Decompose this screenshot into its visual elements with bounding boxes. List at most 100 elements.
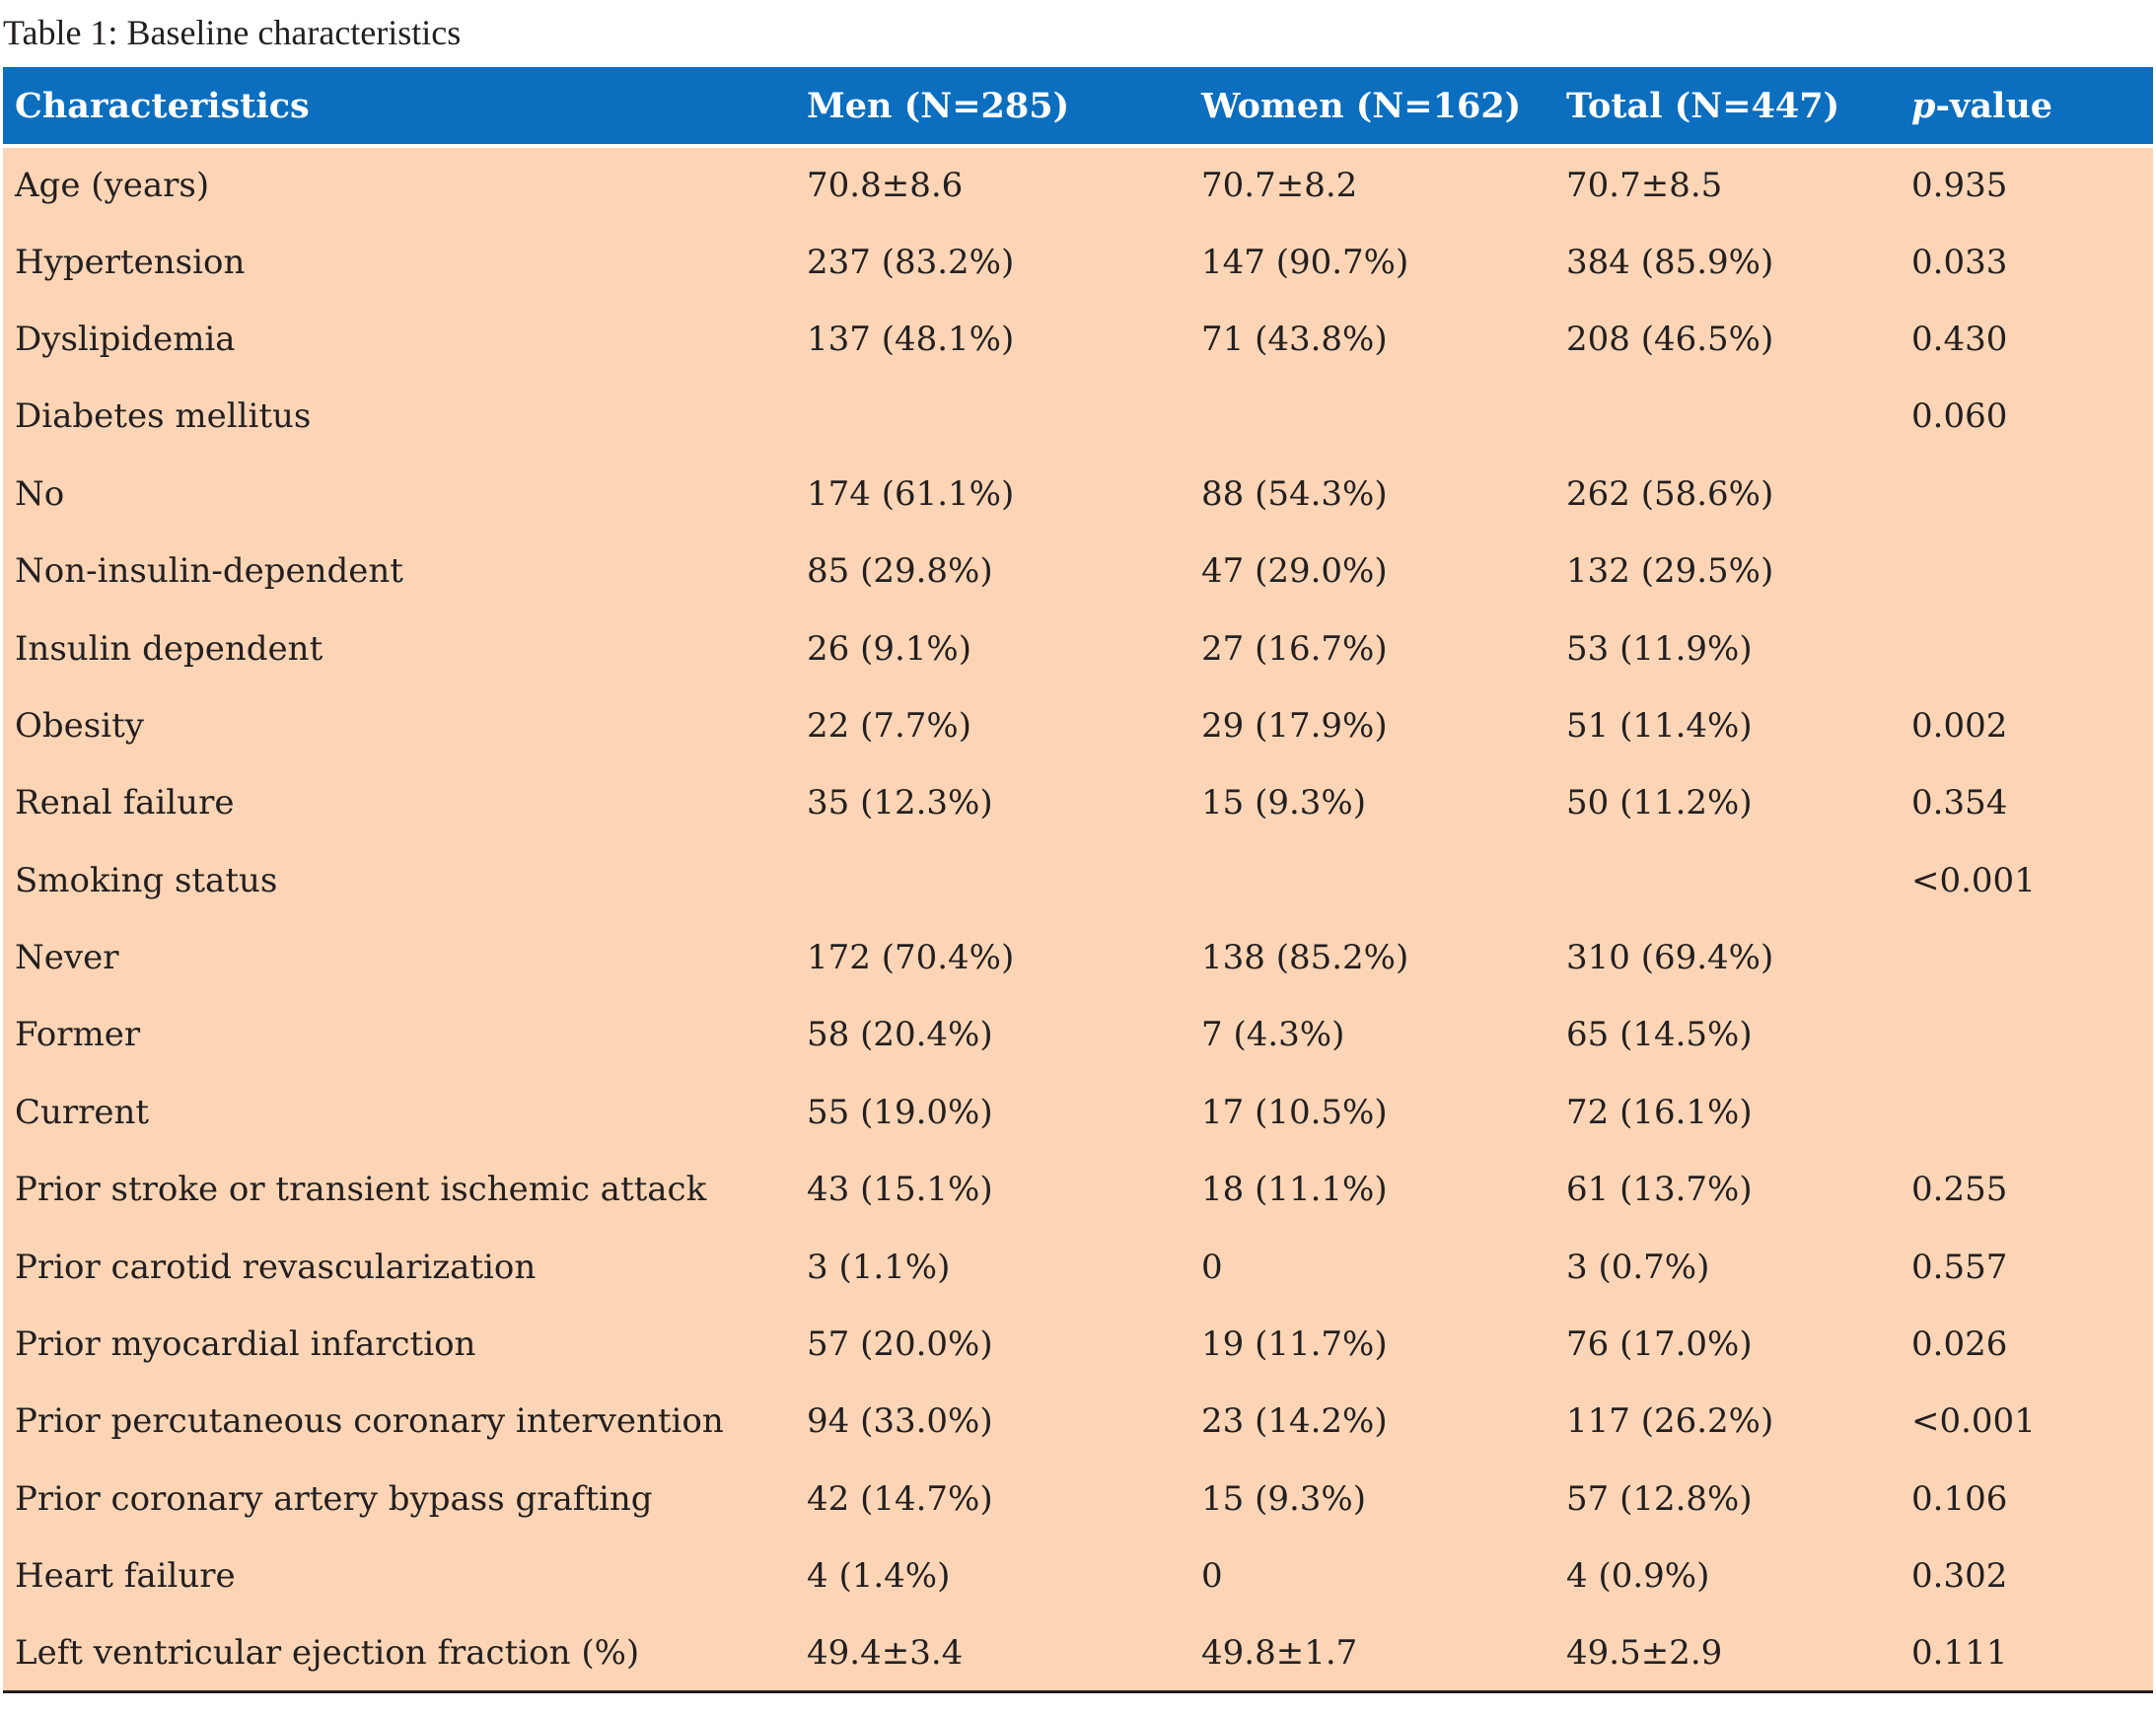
cell-women: 0 — [1201, 1247, 1223, 1287]
cell-women: 0 — [1201, 1556, 1223, 1597]
cell-total: 310 (69.4%) — [1566, 938, 1774, 978]
cell-p-value: 0.111 — [1900, 1614, 2153, 1694]
cell-characteristic: Prior myocardial infarction — [15, 1324, 476, 1365]
cell-men: 57 (20.0%) — [807, 1324, 993, 1365]
cell-men: 49.4±3.4 — [795, 1614, 1189, 1694]
cell-total: 3 (0.7%) — [1566, 1247, 1710, 1287]
cell-characteristic: Non-insulin-dependent — [15, 551, 403, 592]
cell-women: 88 (54.3%) — [1201, 473, 1388, 514]
cell-total: 53 (11.9%) — [1566, 628, 1753, 669]
baseline-characteristics-table: Characteristics Men (N=285) Women (N=162… — [3, 67, 2153, 1694]
cell-p-value: 0.033 — [1911, 242, 2008, 282]
cell-p-value: 0.935 — [1911, 166, 2008, 206]
table-row: Never 172 (70.4%) 138 (85.2%) 310 (69.4%) — [3, 918, 2153, 997]
cell-men: 4 (1.4%) — [807, 1556, 951, 1597]
cell-p-value: 0.002 — [1911, 705, 2008, 746]
cell-total: 76 (17.0%) — [1566, 1324, 1753, 1365]
cell-p-value: 0.255 — [1911, 1170, 2008, 1210]
cell-p-value — [1900, 1074, 2153, 1151]
cell-men: 3 (1.1%) — [807, 1247, 951, 1287]
cell-men: 42 (14.7%) — [807, 1478, 993, 1519]
cell-characteristic: Diabetes mellitus — [15, 396, 312, 437]
cell-p-value: 0.557 — [1911, 1247, 2008, 1287]
cell-p-value: 0.060 — [1911, 396, 2008, 437]
cell-men: 22 (7.7%) — [807, 705, 971, 746]
cell-total: 51 (11.4%) — [1566, 705, 1753, 746]
cell-men: 70.8±8.6 — [807, 166, 964, 206]
cell-p-value: 0.354 — [1911, 783, 2008, 823]
table-row: Current 55 (19.0%) 17 (10.5%) 72 (16.1%) — [3, 1073, 2153, 1152]
cell-characteristic: Prior coronary artery bypass grafting — [15, 1478, 653, 1519]
cell-women — [1189, 378, 1554, 455]
cell-characteristic: Heart failure — [15, 1556, 236, 1597]
cell-characteristic: Prior carotid revascularization — [15, 1247, 537, 1287]
cell-total: 117 (26.2%) — [1566, 1401, 1774, 1442]
cell-p-value: 0.302 — [1911, 1556, 2008, 1597]
table-header: Characteristics Men (N=285) Women (N=162… — [3, 67, 2153, 148]
cell-characteristic: Left ventricular ejection fraction (%) — [3, 1614, 795, 1694]
header-p-value: p-value — [1900, 67, 2153, 148]
header-row: Characteristics Men (N=285) Women (N=162… — [3, 67, 2153, 148]
cell-women: 15 (9.3%) — [1201, 1478, 1366, 1519]
cell-men: 137 (48.1%) — [807, 319, 1015, 359]
cell-men: 174 (61.1%) — [807, 473, 1015, 514]
cell-characteristic: Never — [15, 938, 119, 978]
table-row: Non-insulin-dependent 85 (29.8%) 47 (29.0%… — [3, 532, 2153, 610]
cell-men: 94 (33.0%) — [807, 1401, 993, 1442]
cell-characteristic: Smoking status — [15, 860, 278, 900]
cell-men — [795, 842, 1189, 919]
cell-p-value: 0.106 — [1911, 1478, 2008, 1519]
cell-total: 70.7±8.5 — [1566, 166, 1723, 206]
table-row: Smoking status <0.001 — [3, 841, 2153, 919]
cell-total: 262 (58.6%) — [1566, 473, 1774, 514]
cell-p-value: <0.001 — [1911, 860, 2036, 900]
cell-total: 72 (16.1%) — [1566, 1092, 1753, 1132]
cell-p-value: 0.026 — [1911, 1324, 2008, 1365]
cell-total: 57 (12.8%) — [1566, 1478, 1753, 1519]
cell-characteristic: Prior percutaneous coronary intervention — [15, 1401, 724, 1442]
cell-total: 49.5±2.9 — [1554, 1614, 1900, 1694]
table-row: Prior myocardial infarction 57 (20.0%) 19 … — [3, 1305, 2153, 1384]
cell-total — [1554, 378, 1900, 455]
cell-women: 138 (85.2%) — [1201, 938, 1409, 978]
table-caption: Table 1: Baseline characteristics — [3, 13, 462, 52]
cell-total: 384 (85.9%) — [1566, 242, 1774, 282]
table-row: Obesity 22 (7.7%) 29 (17.9%) 51 (11.4%) 0.00… — [3, 686, 2153, 765]
table-row: Insulin dependent 26 (9.1%) 27 (16.7%) 53 (… — [3, 609, 2153, 687]
cell-characteristic: Hypertension — [15, 242, 246, 282]
cell-women: 147 (90.7%) — [1201, 242, 1409, 282]
cell-women — [1189, 842, 1554, 919]
cell-women: 15 (9.3%) — [1201, 783, 1366, 823]
cell-characteristic: Renal failure — [15, 783, 235, 823]
table-row: Renal failure 35 (12.3%) 15 (9.3%) 50 (11.2… — [3, 764, 2153, 842]
cell-women: 71 (43.8%) — [1201, 319, 1388, 359]
header-p-value-suffix: -value — [1935, 85, 2053, 126]
table-row: Diabetes mellitus 0.060 — [3, 378, 2153, 456]
cell-men: 26 (9.1%) — [807, 628, 971, 669]
cell-total: 65 (14.5%) — [1566, 1015, 1753, 1055]
table-row: Dyslipidemia 137 (48.1%) 71 (43.8%) 208 (46… — [3, 300, 2153, 379]
cell-characteristic: Dyslipidemia — [15, 319, 236, 359]
cell-p-value: <0.001 — [1911, 1401, 2036, 1442]
cell-men: 43 (15.1%) — [807, 1170, 993, 1210]
cell-men: 85 (29.8%) — [807, 551, 993, 592]
cell-characteristic: Current — [15, 1092, 150, 1132]
cell-women: 18 (11.1%) — [1201, 1170, 1388, 1210]
cell-men — [795, 378, 1189, 455]
table-row: No 174 (61.1%) 88 (54.3%) 262 (58.6%) — [3, 455, 2153, 533]
cell-women: 70.7±8.2 — [1201, 166, 1358, 206]
cell-total: 4 (0.9%) — [1566, 1556, 1710, 1597]
table-body: Age (years) 70.8±8.6 70.7±8.2 70.7±8.5 0.935… — [3, 146, 2153, 1694]
cell-women: 23 (14.2%) — [1201, 1401, 1388, 1442]
baseline-characteristics-table-container: Characteristics Men (N=285) Women (N=162… — [3, 67, 2153, 1694]
cell-men: 55 (19.0%) — [807, 1092, 993, 1132]
header-men: Men (N=285) — [795, 67, 1189, 148]
table-row: Prior stroke or transient ischemic attac… — [3, 1151, 2153, 1229]
header-women: Women (N=162) — [1189, 67, 1554, 148]
cell-p-value — [1900, 456, 2153, 533]
table-row: Prior percutaneous coronary intervention… — [3, 1383, 2153, 1461]
cell-p-value — [1900, 609, 2153, 686]
cell-characteristic: Age (years) — [15, 166, 210, 206]
cell-women: 29 (17.9%) — [1201, 705, 1388, 746]
cell-characteristic: Former — [15, 1015, 141, 1055]
